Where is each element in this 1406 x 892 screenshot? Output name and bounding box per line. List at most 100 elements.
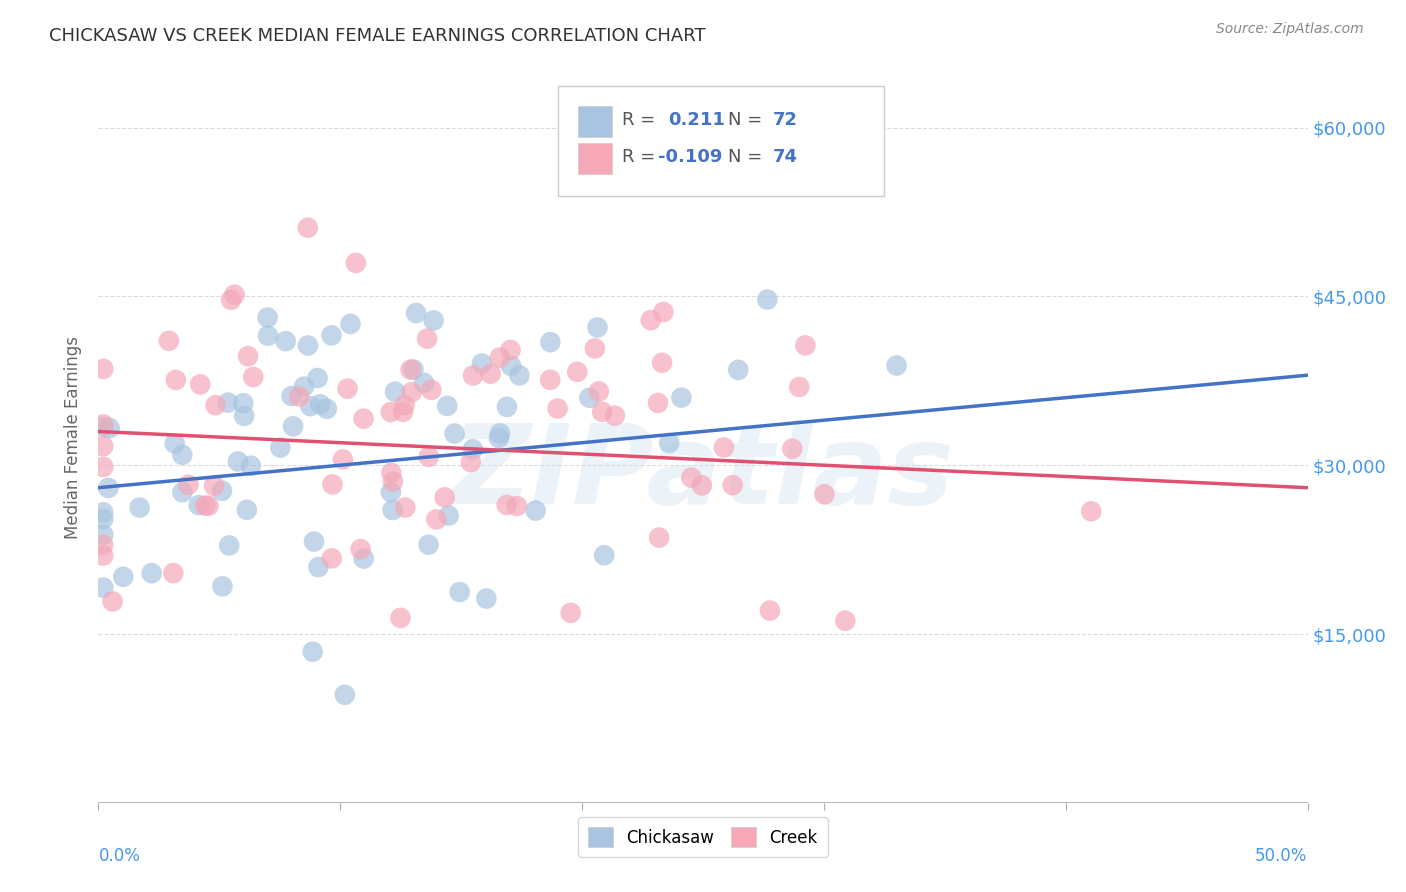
- Point: [418, 538, 440, 552]
- Point: [449, 585, 471, 599]
- Point: [640, 313, 662, 327]
- Point: [381, 503, 404, 517]
- Point: [236, 349, 259, 363]
- Point: [91, 439, 114, 453]
- Point: [382, 475, 405, 489]
- Point: [91, 512, 114, 526]
- Point: [461, 442, 484, 457]
- Point: [157, 334, 180, 348]
- Point: [690, 478, 713, 492]
- Point: [307, 371, 329, 385]
- Point: [759, 604, 782, 618]
- Point: [418, 450, 440, 464]
- Point: [394, 398, 416, 412]
- Point: [399, 362, 422, 376]
- Point: [401, 385, 423, 400]
- Point: [413, 376, 436, 390]
- Point: [727, 363, 749, 377]
- Point: [547, 401, 569, 416]
- Point: [437, 508, 460, 523]
- Point: [233, 409, 256, 423]
- Point: [603, 409, 626, 423]
- Point: [333, 688, 356, 702]
- Point: [713, 441, 735, 455]
- Point: [218, 538, 240, 552]
- Y-axis label: Median Female Earnings: Median Female Earnings: [65, 335, 83, 539]
- Text: Source: ZipAtlas.com: Source: ZipAtlas.com: [1216, 22, 1364, 37]
- Point: [232, 396, 254, 410]
- Text: 72: 72: [773, 112, 799, 129]
- Point: [538, 335, 561, 350]
- Point: [349, 542, 371, 557]
- Point: [506, 499, 529, 513]
- Point: [288, 390, 311, 404]
- FancyBboxPatch shape: [578, 106, 613, 137]
- Point: [321, 477, 343, 491]
- Text: CHICKASAW VS CREEK MEDIAN FEMALE EARNINGS CORRELATION CHART: CHICKASAW VS CREEK MEDIAN FEMALE EARNING…: [49, 27, 706, 45]
- Point: [256, 310, 278, 325]
- Point: [479, 367, 502, 381]
- Point: [165, 373, 187, 387]
- Point: [211, 579, 233, 593]
- Point: [91, 505, 114, 519]
- Point: [380, 405, 402, 419]
- Point: [91, 362, 114, 376]
- Text: 0.0%: 0.0%: [98, 847, 141, 864]
- Point: [578, 391, 600, 405]
- Point: [780, 442, 803, 456]
- Text: ZIPatlas: ZIPatlas: [451, 420, 955, 527]
- Point: [321, 328, 343, 343]
- Point: [309, 397, 332, 411]
- Point: [787, 380, 810, 394]
- Point: [422, 313, 444, 327]
- Point: [297, 220, 319, 235]
- Point: [508, 368, 530, 383]
- Point: [344, 256, 367, 270]
- Point: [475, 591, 498, 606]
- Text: R =: R =: [621, 112, 661, 129]
- Point: [461, 368, 484, 383]
- Point: [392, 405, 415, 419]
- Point: [112, 570, 135, 584]
- Point: [98, 421, 121, 435]
- Point: [274, 334, 297, 348]
- Point: [280, 389, 302, 403]
- Point: [353, 551, 375, 566]
- Point: [394, 500, 416, 515]
- Point: [162, 566, 184, 580]
- Point: [389, 611, 412, 625]
- Point: [681, 470, 703, 484]
- Point: [172, 448, 194, 462]
- Text: N =: N =: [728, 112, 769, 129]
- Point: [197, 499, 219, 513]
- FancyBboxPatch shape: [558, 86, 884, 195]
- Point: [721, 478, 744, 492]
- Point: [188, 377, 211, 392]
- Point: [496, 400, 519, 414]
- Point: [443, 426, 465, 441]
- Point: [91, 581, 114, 595]
- Point: [834, 614, 856, 628]
- FancyBboxPatch shape: [578, 143, 613, 174]
- Point: [299, 399, 322, 413]
- Point: [886, 359, 908, 373]
- Point: [339, 317, 361, 331]
- Point: [794, 338, 817, 352]
- Point: [460, 455, 482, 469]
- Point: [101, 594, 124, 608]
- Text: 0.211: 0.211: [668, 112, 725, 129]
- Point: [495, 498, 517, 512]
- Point: [488, 351, 510, 365]
- Point: [380, 466, 402, 480]
- Point: [281, 419, 304, 434]
- Point: [586, 320, 609, 334]
- Point: [756, 293, 779, 307]
- Point: [332, 452, 354, 467]
- Point: [128, 500, 150, 515]
- Point: [257, 328, 280, 343]
- Point: [91, 538, 114, 552]
- Point: [588, 384, 610, 399]
- Point: [436, 399, 458, 413]
- Point: [647, 396, 669, 410]
- Text: -0.109: -0.109: [658, 148, 723, 166]
